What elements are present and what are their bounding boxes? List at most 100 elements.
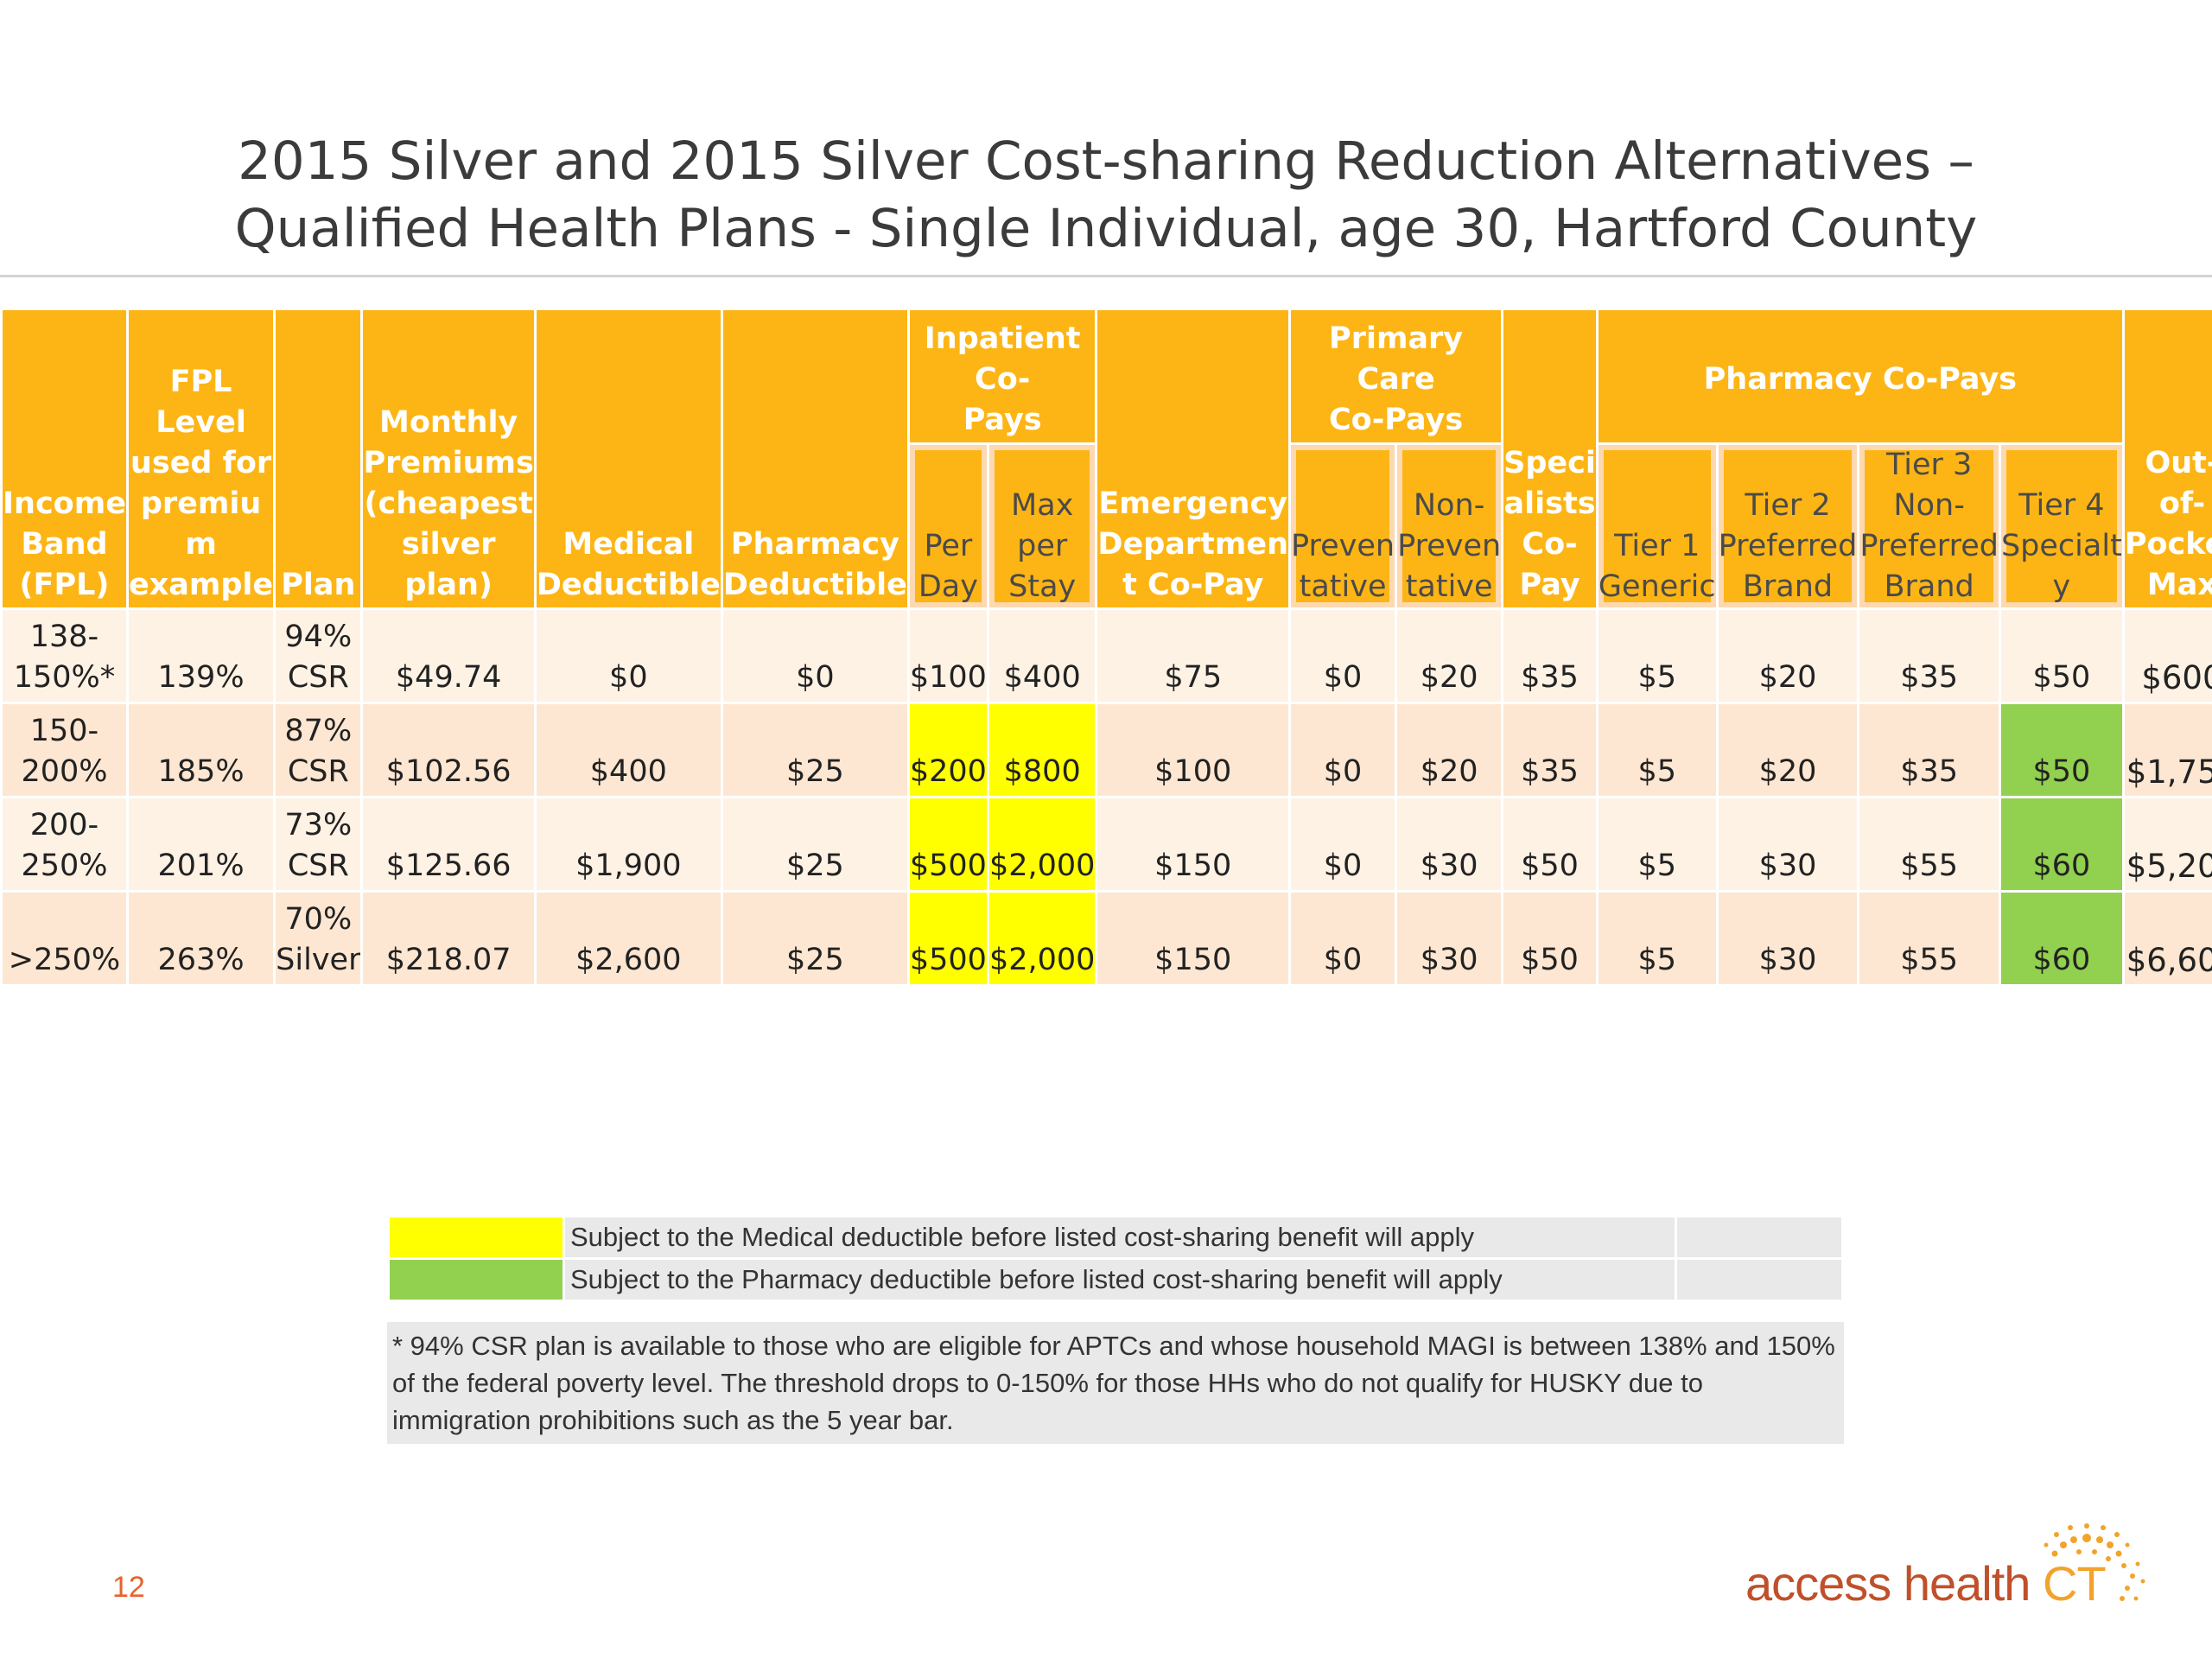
header-line: Specialt bbox=[2000, 529, 2122, 563]
cell-monthly-premium: $125.66 bbox=[360, 796, 537, 893]
header-non-preventative: Non- Preven tative bbox=[1395, 442, 1504, 610]
slide-title: 2015 Silver and 2015 Silver Cost-sharing… bbox=[0, 128, 2212, 263]
cell-plan-line: 73% bbox=[284, 808, 353, 842]
table-row: 200- 250% 201% 73% CSR $125.66 $1,900 $25 $500 $2… bbox=[0, 796, 2212, 893]
header-pharmacy-deductible: Pharmacy Deductible bbox=[720, 308, 910, 610]
header-line: Monthly bbox=[379, 405, 518, 440]
header-line: alists bbox=[1503, 486, 1596, 521]
cell-tier2: $30 bbox=[1715, 796, 1860, 893]
table-row: 150- 200% 185% 87% CSR $102.56 $400 $25 $200 $800… bbox=[0, 702, 2212, 798]
header-line: Stay bbox=[1008, 569, 1077, 604]
header-line: Pocket bbox=[2124, 527, 2212, 562]
header-line: Inpatient Co- bbox=[924, 321, 1081, 397]
cell-specialists-copay: $50 bbox=[1501, 796, 1599, 893]
cell-monthly-premium: $102.56 bbox=[360, 702, 537, 798]
table-row: >250% 263% 70% Silver $218.07 $2,600 $25 $500 $2… bbox=[0, 890, 2212, 987]
cell-tier2: $20 bbox=[1715, 607, 1860, 704]
cell-tier4: $50 bbox=[1998, 607, 2125, 704]
cell-plan-line: 87% bbox=[284, 714, 353, 748]
cell-income-band-line: 200- bbox=[29, 808, 99, 842]
header-line: Pharmacy bbox=[730, 527, 899, 562]
cell-income-band-line: 200% bbox=[21, 754, 108, 789]
cell-emergency-copay: $150 bbox=[1095, 796, 1292, 893]
header-line: Day bbox=[918, 569, 978, 604]
legend-text-medical: Subject to the Medical deductible before… bbox=[563, 1215, 1677, 1260]
header-line: Per bbox=[924, 529, 973, 563]
header-line: plan) bbox=[404, 568, 493, 602]
cell-medical-deductible: $0 bbox=[533, 607, 723, 704]
legend-blank-cell bbox=[1675, 1257, 1844, 1302]
header-line: m bbox=[185, 527, 217, 562]
cell-inpatient-per-day: $200 bbox=[906, 702, 989, 798]
cell-emergency-copay: $100 bbox=[1095, 702, 1292, 798]
cell-monthly-premium: $49.74 bbox=[360, 607, 537, 704]
header-fpl-level: FPL Level used for premiu m example bbox=[125, 308, 276, 610]
cell-fpl-level: 201% bbox=[125, 796, 276, 893]
legend-item-pharmacy: Subject to the Pharmacy deductible befor… bbox=[387, 1257, 1844, 1302]
cell-tier3: $35 bbox=[1857, 607, 2001, 704]
header-line: Preven bbox=[1291, 529, 1395, 563]
header-line: Brand bbox=[1742, 569, 1834, 604]
cell-medical-deductible: $1,900 bbox=[533, 796, 723, 893]
header-line: Pharmacy Co-Pays bbox=[1703, 362, 2018, 397]
header-line: Preferred bbox=[1859, 529, 1999, 563]
cell-income-band-line: 150- bbox=[29, 714, 99, 748]
header-preventative: Preven tative bbox=[1288, 442, 1398, 610]
header-line: Pays bbox=[963, 403, 1042, 437]
cell-tier2: $30 bbox=[1715, 890, 1860, 987]
cell-inpatient-per-day: $100 bbox=[906, 607, 989, 704]
cell-income-band-line: 150%* bbox=[13, 660, 116, 695]
cell-non-preventative: $30 bbox=[1395, 890, 1504, 987]
cell-income-band: 138- 150%* bbox=[0, 607, 129, 704]
header-line: Preferred bbox=[1718, 529, 1858, 563]
cell-preventative: $0 bbox=[1288, 607, 1398, 704]
cell-plan-line: CSR bbox=[287, 660, 349, 695]
cell-non-preventative: $30 bbox=[1395, 796, 1504, 893]
cell-out-of-pocket-max: $1,750 bbox=[2121, 702, 2212, 798]
cell-plan: 87% CSR bbox=[273, 702, 364, 798]
cell-plan-line: CSR bbox=[287, 754, 349, 789]
header-line: silver bbox=[401, 527, 496, 562]
header-line: Tier 4 bbox=[2018, 488, 2105, 523]
header-line: Tier 1 bbox=[1614, 529, 1700, 563]
header-line: y bbox=[2052, 569, 2071, 604]
cell-income-band-line: 250% bbox=[21, 849, 108, 883]
header-line: Premiums bbox=[363, 446, 534, 480]
cell-medical-deductible: $2,600 bbox=[533, 890, 723, 987]
cell-non-preventative: $20 bbox=[1395, 607, 1504, 704]
cell-specialists-copay: $35 bbox=[1501, 607, 1599, 704]
header-line: Max bbox=[2146, 568, 2212, 602]
logo-suffix: CT bbox=[2043, 1556, 2107, 1611]
cell-income-band-line: 138- bbox=[29, 620, 99, 654]
cell-plan: 73% CSR bbox=[273, 796, 364, 893]
header-out-of-pocket-max: Out-of- Pocket Max bbox=[2121, 308, 2212, 610]
cell-plan-line: 94% bbox=[284, 620, 353, 654]
header-line: Medical bbox=[563, 527, 695, 562]
cell-non-preventative: $20 bbox=[1395, 702, 1504, 798]
logo-text: access health bbox=[1745, 1556, 2031, 1611]
header-line: Out-of- bbox=[2145, 446, 2212, 521]
header-line: Emergency bbox=[1098, 486, 1288, 521]
header-line: Deductible bbox=[722, 568, 907, 602]
header-line: Band bbox=[21, 527, 108, 562]
legend-text-pharmacy: Subject to the Pharmacy deductible befor… bbox=[563, 1257, 1677, 1302]
table-row: 138- 150%* 139% 94% CSR $49.74 $0 $0 $100 $400 $75… bbox=[0, 607, 2212, 704]
cell-fpl-level: 185% bbox=[125, 702, 276, 798]
cell-plan-line: Silver bbox=[276, 943, 361, 977]
header-medical-deductible: Medical Deductible bbox=[533, 308, 723, 610]
cell-tier3: $35 bbox=[1857, 702, 2001, 798]
cell-inpatient-max-per-stay: $400 bbox=[986, 607, 1098, 704]
cell-emergency-copay: $75 bbox=[1095, 607, 1292, 704]
cell-out-of-pocket-max: $6,600 bbox=[2121, 890, 2212, 987]
header-primary-care-copays: Primary Care Co-Pays bbox=[1288, 308, 1504, 445]
cell-pharmacy-deductible: $25 bbox=[720, 890, 910, 987]
legend: Subject to the Medical deductible before… bbox=[387, 1215, 1844, 1302]
sunburst-icon bbox=[2044, 1523, 2145, 1601]
footnote: * 94% CSR plan is available to those who… bbox=[387, 1322, 1844, 1444]
cell-tier3: $55 bbox=[1857, 890, 2001, 987]
cell-plan-line: 70% bbox=[284, 902, 353, 937]
legend-item-medical: Subject to the Medical deductible before… bbox=[387, 1215, 1844, 1260]
header-line: Tier 2 bbox=[1745, 488, 1831, 523]
header-line: Brand bbox=[1884, 569, 1974, 604]
cell-pharmacy-deductible: $25 bbox=[720, 702, 910, 798]
